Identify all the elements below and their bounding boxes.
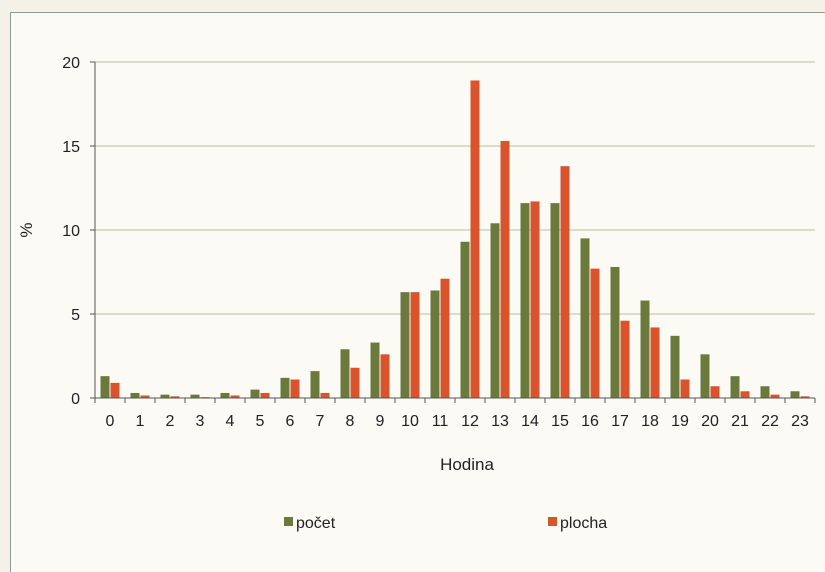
x-tick-label: 15	[551, 413, 569, 430]
bar-pocet	[100, 376, 110, 398]
bar-plocha	[230, 395, 240, 398]
x-tick-label: 8	[346, 413, 355, 430]
bar-plocha	[770, 394, 780, 398]
bar-pocet	[130, 392, 140, 398]
bar-plocha	[260, 392, 270, 398]
x-tick-label: 17	[611, 413, 629, 430]
x-tick-label: 13	[491, 413, 509, 430]
bar-pocet	[340, 349, 350, 398]
bar-plocha	[320, 392, 330, 398]
bar-pocet	[700, 354, 710, 398]
bar-pocet	[610, 266, 620, 398]
bar-plocha	[140, 395, 150, 398]
x-tick-label: 9	[376, 413, 385, 430]
bar-pocet	[400, 292, 410, 398]
bar-pocet	[550, 203, 560, 398]
y-tick-label: 15	[62, 139, 80, 156]
legend-swatch	[548, 517, 557, 526]
y-tick-label: 5	[71, 307, 80, 324]
x-tick-label: 3	[196, 413, 205, 430]
x-tick-label: 0	[106, 413, 115, 430]
bar-plocha	[500, 140, 510, 398]
y-tick-label: 0	[71, 391, 80, 408]
bar-pocet	[310, 371, 320, 398]
x-tick-label: 10	[401, 413, 419, 430]
bar-plocha	[650, 327, 660, 398]
x-tick-label: 22	[761, 413, 779, 430]
bar-pocet	[760, 386, 770, 398]
x-tick-label: 5	[256, 413, 265, 430]
bar-pocet	[580, 238, 590, 398]
x-tick-label: 16	[581, 413, 599, 430]
bar-plocha	[110, 382, 120, 398]
bar-plocha	[290, 379, 300, 398]
y-tick-label: 20	[62, 55, 80, 72]
x-tick-label: 11	[432, 413, 449, 430]
bars	[100, 80, 810, 398]
bar-pocet	[370, 342, 380, 398]
bar-plocha	[620, 320, 630, 398]
bar-pocet	[670, 335, 680, 398]
axes	[90, 61, 816, 403]
bar-pocet	[430, 290, 440, 398]
bar-pocet	[250, 389, 260, 398]
bar-pocet	[160, 394, 170, 398]
x-tick-label: 2	[166, 413, 175, 430]
bar-plocha	[560, 166, 570, 398]
x-tick-label: 7	[316, 413, 325, 430]
x-tick-label: 1	[136, 413, 145, 430]
y-tick-labels: 0 5 10 15 20	[62, 55, 80, 408]
bar-pocet	[790, 391, 800, 398]
legend-label: počet	[296, 515, 336, 532]
bar-plocha	[740, 391, 750, 398]
x-tick-label: 4	[226, 413, 235, 430]
x-tick-label: 18	[641, 413, 659, 430]
y-axis-label: %	[17, 222, 36, 237]
x-axis-label: Hodina	[440, 455, 494, 474]
x-tick-label: 6	[286, 413, 295, 430]
y-tick-label: 10	[62, 223, 80, 240]
bar-plocha	[590, 268, 600, 398]
bar-pocet	[280, 377, 290, 398]
x-tick-label: 21	[731, 413, 749, 430]
gridlines	[95, 61, 815, 315]
bar-plocha	[350, 367, 360, 398]
bar-plocha	[380, 354, 390, 398]
x-tick-labels: 0 1 2 3 4 5 6 7 8 9 10 11 12 13 14 15 16 17 18 19 20 21 22 23	[106, 413, 809, 430]
x-tick-label: 20	[701, 413, 719, 430]
legend-label: plocha	[560, 515, 607, 532]
bar-plocha	[680, 379, 690, 398]
chart-frame	[10, 12, 825, 572]
bar-plocha	[440, 278, 450, 398]
x-tick-label: 23	[791, 413, 809, 430]
legend: počet plocha	[284, 515, 607, 532]
bar-plocha	[170, 396, 180, 398]
bar-plocha	[470, 80, 480, 398]
bar-pocet	[730, 376, 740, 398]
bar-pocet	[640, 300, 650, 398]
bar-pocet	[490, 223, 500, 398]
bar-plocha	[410, 292, 420, 398]
x-tick-label: 19	[671, 413, 689, 430]
x-tick-label: 12	[461, 413, 479, 430]
bar-plocha	[800, 396, 810, 398]
bar-pocet	[460, 241, 470, 398]
bar-plocha	[710, 386, 720, 398]
bar-pocet	[520, 203, 530, 398]
bar-pocet	[190, 394, 200, 398]
legend-swatch	[284, 517, 293, 526]
x-tick-label: 14	[521, 413, 539, 430]
bar-plocha	[530, 201, 540, 398]
bar-pocet	[220, 392, 230, 398]
